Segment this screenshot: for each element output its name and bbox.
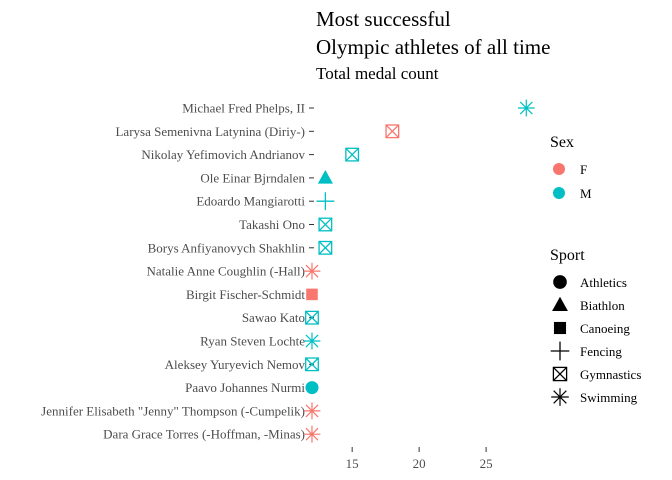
data-point (305, 357, 319, 372)
legend-sport-key (552, 366, 568, 382)
y-tick-label: Dara Grace Torres (-Hoffman, -Minas) (103, 427, 305, 442)
data-point (305, 310, 319, 325)
data-point (318, 240, 333, 255)
y-tick-label: Edoardo Mangiarotti (196, 194, 305, 209)
data-point (303, 402, 321, 420)
y-tick-label: Ole Einar Bjrndalen (200, 170, 305, 185)
y-tick-label: Jennifer Elisabeth "Jenny" Thompson (-Cu… (41, 403, 305, 418)
legend-sex-title: Sex (550, 134, 574, 151)
legend-sex-label: M (580, 186, 592, 201)
data-point (385, 124, 400, 139)
x-tick-label: 20 (413, 456, 426, 471)
y-tick-label: Aleksey Yuryevich Nemov (165, 357, 306, 372)
chart-subtitle: Total medal count (316, 64, 439, 83)
y-tick-label: Sawao Kato (242, 310, 305, 325)
legend-sex-key (553, 163, 565, 175)
y-tick-label: Takashi Ono (239, 217, 305, 232)
legend-sex-key (553, 187, 565, 199)
legend-sport-label: Swimming (580, 390, 638, 405)
legend-sport-key (553, 275, 567, 289)
legend-sport-label: Canoeing (580, 321, 630, 336)
data-point (303, 425, 321, 443)
y-tick-label: Larysa Semenivna Latynina (Diriy-) (115, 124, 305, 139)
x-tick-label: 15 (346, 456, 359, 471)
legend-sex-label: F (580, 162, 587, 177)
y-tick-label: Ryan Steven Lochte (200, 334, 305, 349)
legend-sport-key (551, 388, 569, 406)
y-tick-label: Paavo Johannes Nurmi (185, 380, 305, 395)
legend-sport-label: Fencing (580, 344, 622, 359)
legend-sport-key (553, 321, 567, 335)
data-point (303, 262, 321, 280)
legend-sport-title: Sport (550, 247, 585, 264)
y-tick-label: Borys Anfiyanovych Shakhlin (148, 240, 306, 255)
legend-sport-key (552, 296, 568, 312)
y-tick-label: Michael Fred Phelps, II (182, 101, 305, 116)
data-point (305, 381, 319, 395)
data-point (345, 147, 360, 162)
data-point (318, 217, 333, 232)
data-point (517, 99, 535, 117)
y-tick-label: Birgit Fischer-Schmidt (186, 287, 305, 302)
y-tick-label: Natalie Anne Coughlin (-Hall) (147, 264, 306, 279)
data-point (317, 170, 333, 184)
data-point (306, 288, 318, 301)
y-tick-label: Nikolay Yefimovich Andrianov (141, 147, 305, 162)
data-point (303, 332, 321, 350)
data-point (316, 192, 335, 211)
legend-sport-label: Athletics (580, 275, 627, 290)
legend-sport-label: Biathlon (580, 298, 625, 313)
chart-title-line-2: Olympic athletes of all time (316, 35, 551, 59)
legend-sport-key (550, 341, 570, 361)
chart-title-line-1: Most successful (316, 7, 451, 31)
x-tick-label: 25 (480, 456, 493, 471)
legend-sport-label: Gymnastics (580, 367, 641, 382)
